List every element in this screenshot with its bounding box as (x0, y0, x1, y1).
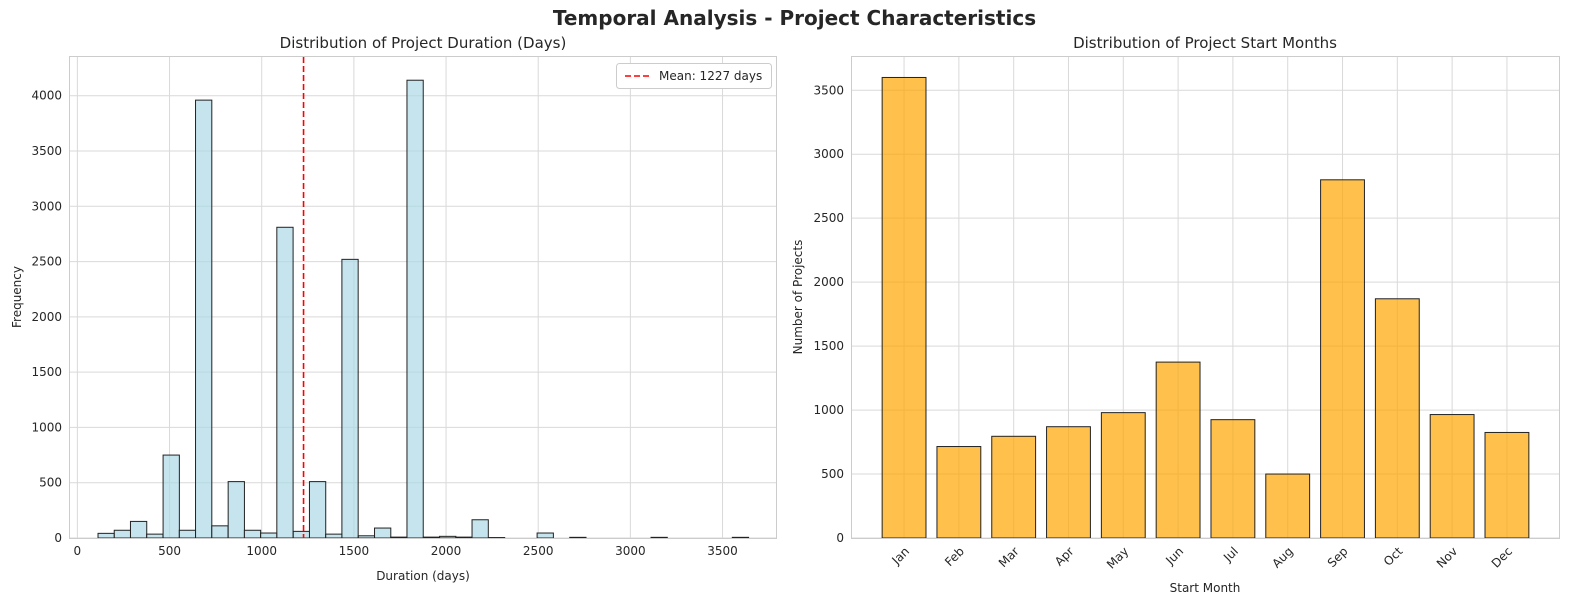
duration-histogram-bars (98, 80, 749, 538)
month-tick-label: Jul (1220, 544, 1241, 565)
x-tick-label: 1500 (339, 544, 370, 558)
month-tick-label: Aug (1269, 544, 1295, 570)
y-tick-label: 3000 (31, 199, 62, 213)
histogram-bar (342, 259, 358, 538)
histogram-bar (98, 533, 114, 538)
y-tick-label: 2500 (813, 211, 844, 225)
month-tick-label: Nov (1434, 544, 1460, 570)
start-month-title: Distribution of Project Start Months (1073, 34, 1337, 52)
histogram-bar (130, 521, 146, 538)
month-tick-label: Dec (1489, 544, 1515, 570)
month-tick-label: Mar (996, 544, 1022, 570)
x-tick-label: 2500 (523, 544, 554, 558)
month-bar-dec (1485, 432, 1529, 538)
y-tick-label: 500 (821, 467, 844, 481)
histogram-bar (391, 537, 407, 538)
month-bar-may (1101, 413, 1145, 538)
histogram-bar (570, 537, 586, 538)
duration-histogram-panel: Distribution of Project Duration (Days) … (10, 34, 777, 583)
y-tick-label: 2500 (31, 255, 62, 269)
histogram-bar (228, 482, 244, 538)
y-tick-label: 2000 (31, 310, 62, 324)
month-bar-mar (992, 436, 1036, 538)
start-month-xlabel: Start Month (1170, 581, 1241, 595)
start-month-panel: Distribution of Project Start Months Jan… (791, 34, 1560, 595)
x-tick-label: 3500 (707, 544, 738, 558)
y-tick-label: 1000 (813, 403, 844, 417)
month-tick-label: Apr (1052, 544, 1077, 569)
histogram-bar (423, 537, 439, 538)
y-tick-label: 1000 (31, 420, 62, 434)
histogram-bar (261, 533, 277, 538)
y-tick-label: 500 (39, 476, 62, 490)
histogram-bar (179, 530, 195, 538)
month-tick-label: Sep (1325, 544, 1351, 570)
month-tick-label: Feb (942, 544, 967, 569)
month-bar-oct (1375, 299, 1419, 538)
histogram-bar (244, 530, 260, 538)
start-month-bars (882, 77, 1529, 538)
y-tick-label: 0 (836, 531, 844, 545)
duration-histogram-xlabel: Duration (days) (376, 569, 470, 583)
histogram-bar (212, 526, 228, 538)
histogram-bar (732, 537, 748, 538)
x-tick-label: 500 (158, 544, 181, 558)
x-tick-label: 0 (74, 544, 82, 558)
start-month-ylabel: Number of Projects (791, 240, 805, 355)
histogram-bar (407, 80, 423, 538)
y-tick-label: 1500 (813, 339, 844, 353)
y-tick-label: 3000 (813, 147, 844, 161)
y-tick-label: 1500 (31, 365, 62, 379)
duration-histogram-y-ticks: 0 500 1000 1500 2000 2500 3000 3500 4000 (31, 89, 62, 545)
histogram-bar (163, 455, 179, 538)
month-bar-apr (1047, 427, 1091, 538)
x-tick-label: 2000 (431, 544, 462, 558)
duration-histogram-x-ticks: 0 500 1000 1500 2000 2500 3000 3500 (74, 544, 738, 558)
histogram-bar (456, 537, 472, 538)
start-month-y-ticks: 0 500 1000 1500 2000 2500 3000 3500 (813, 83, 844, 545)
month-bar-jun (1156, 362, 1200, 538)
x-tick-label: 3000 (615, 544, 646, 558)
legend-mean-label: Mean: 1227 days (659, 69, 762, 83)
histogram-bar (196, 100, 212, 538)
histogram-bar (147, 534, 163, 538)
month-tick-label: Jan (888, 544, 912, 568)
month-bar-sep (1321, 180, 1365, 538)
month-tick-label: Oct (1381, 544, 1406, 569)
histogram-bar (375, 528, 391, 538)
month-tick-label: May (1104, 544, 1131, 571)
month-bar-jan (882, 77, 926, 538)
y-tick-label: 3500 (31, 144, 62, 158)
y-tick-label: 4000 (31, 89, 62, 103)
y-tick-label: 2000 (813, 275, 844, 289)
histogram-bar (114, 530, 130, 538)
histogram-bar (309, 482, 325, 538)
duration-histogram-legend: Mean: 1227 days (617, 64, 772, 89)
histogram-bar (537, 533, 553, 538)
duration-histogram-ylabel: Frequency (10, 266, 24, 328)
histogram-bar (326, 534, 342, 538)
duration-histogram-title: Distribution of Project Duration (Days) (280, 34, 567, 52)
x-tick-label: 1000 (246, 544, 277, 558)
histogram-bar (440, 536, 456, 538)
start-month-x-ticks: Jan Feb Mar Apr May Jun Jul Aug Sep Oct Nov Dec (888, 544, 1515, 572)
histogram-bar (358, 536, 374, 538)
histogram-bar (651, 537, 667, 538)
month-bar-nov (1430, 415, 1474, 538)
y-tick-label: 3500 (813, 83, 844, 97)
month-bar-feb (937, 447, 981, 538)
histogram-bar (293, 531, 309, 538)
figure-title: Temporal Analysis - Project Characterist… (553, 6, 1036, 30)
month-bar-jul (1211, 420, 1255, 538)
histogram-bar (277, 227, 293, 538)
y-tick-label: 0 (54, 531, 62, 545)
month-tick-label: Jun (1162, 544, 1186, 568)
month-bar-aug (1266, 474, 1310, 538)
histogram-bar (472, 520, 488, 538)
